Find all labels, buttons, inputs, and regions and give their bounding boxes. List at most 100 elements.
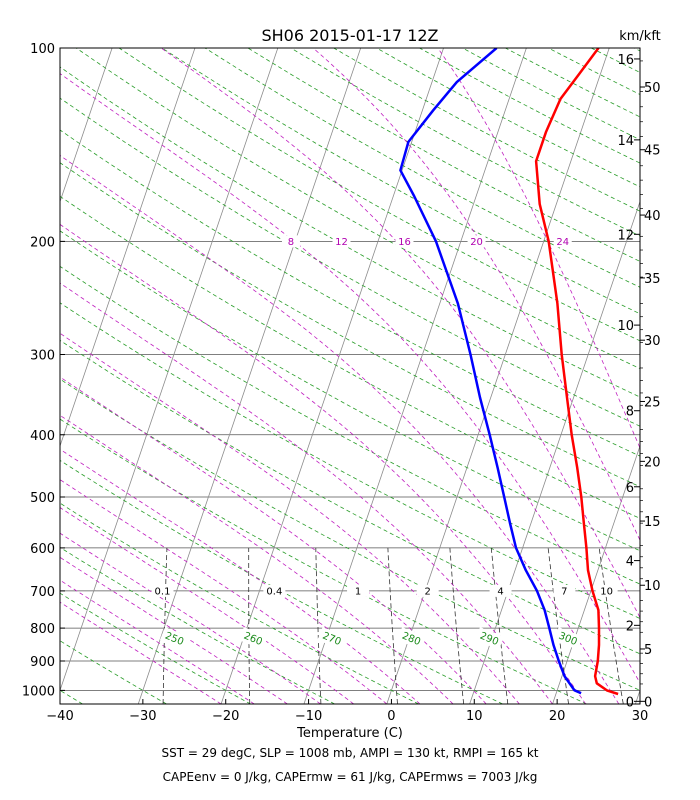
km-tick-label: 12 [617, 228, 634, 243]
dry-adiabat-label-bg [238, 627, 268, 650]
mixing-ratio-label-bg [553, 584, 576, 597]
dry-adiabat-line [60, 265, 640, 585]
x-tick-label: −20 [212, 709, 239, 724]
moist-adiabat-line [60, 601, 222, 704]
dry-adiabat-lines [60, 48, 640, 704]
mixing-ratio-label-bg [347, 584, 370, 597]
note-line-1: SST = 29 degC, SLP = 1008 mb, AMPI = 130… [161, 746, 538, 760]
dewpoint-profile-line [399, 48, 582, 695]
x-tick-label: 30 [632, 709, 649, 724]
moist-adiabat-line [60, 73, 640, 684]
sounding-series [399, 48, 619, 696]
y-tick-label: 600 [30, 542, 55, 557]
moist-adiabat-line [60, 154, 620, 704]
mixing-ratio-label-bg [263, 584, 286, 597]
y-tick-label: 200 [30, 235, 55, 250]
kft-tick-label: 0 [644, 695, 652, 710]
km-tick-label: 4 [626, 555, 634, 570]
dry-adiabat-line [60, 162, 640, 488]
y-tick-label: 900 [30, 655, 55, 670]
moist-adiabat-label-bg [332, 235, 351, 248]
y-tick-label: 300 [30, 348, 55, 363]
isotherm-line [137, 48, 362, 704]
moist-adiabat-line [60, 414, 454, 704]
isotherm-line [552, 444, 640, 704]
kft-tick-label: 25 [644, 395, 661, 410]
dry-adiabat-line [60, 195, 640, 519]
dry-adiabat-label-bg [317, 627, 347, 650]
x-tick-label: −30 [129, 709, 156, 724]
kft-tick-label: 45 [644, 144, 661, 159]
moist-adiabat-line [60, 282, 553, 704]
moist-adiabat-line [60, 223, 587, 704]
dry-adiabat-line [118, 48, 640, 342]
moist-adiabat-line [160, 48, 640, 619]
y-tick-label: 500 [30, 491, 55, 506]
y-tick-label: 400 [30, 429, 55, 444]
x-tick-label: 0 [387, 709, 395, 724]
y-tick-label: 700 [30, 585, 55, 600]
mixing-ratio-label: 1 [355, 586, 361, 597]
dry-adiabat-line [60, 502, 419, 704]
moist-adiabat-line [60, 332, 520, 704]
isotherm-line [60, 48, 113, 203]
right-axis-label: km/kft [619, 29, 661, 44]
x-tick-label: 20 [549, 709, 566, 724]
mixing-ratio-label-bg [416, 584, 439, 597]
y-tick-label: 100 [30, 42, 55, 57]
mixing-ratio-label: 0.1 [155, 586, 171, 597]
kft-tick-label: 15 [644, 515, 661, 530]
dry-adiabat-line [60, 459, 503, 704]
dry-adiabat-line [60, 302, 640, 619]
km-tick-label: 0 [626, 695, 634, 710]
mixing-ratio-label-bg [595, 584, 618, 597]
chart-title: SH06 2015-01-17 12Z [261, 26, 438, 45]
isotherm-line [60, 48, 196, 448]
mixing-ratio-line [598, 547, 624, 704]
mixing-ratio-label: 2 [424, 586, 430, 597]
x-tick-label: −10 [295, 709, 322, 724]
moist-adiabat-line [312, 48, 640, 542]
moist-adiabat-label: 20 [470, 237, 483, 248]
temperature-profile-line [534, 48, 619, 696]
moist-adiabat-label: 8 [288, 237, 294, 248]
moist-adiabat-label-bg [395, 235, 414, 248]
x-tick-label: 10 [466, 709, 483, 724]
moist-adiabat-label: 12 [335, 237, 348, 248]
moist-adiabat-label: 16 [398, 237, 411, 248]
moist-adiabat-line [60, 376, 487, 704]
km-tick-label: 8 [626, 405, 634, 420]
km-tick-label: 14 [617, 134, 634, 149]
kft-tick-label: 40 [644, 209, 661, 224]
moist-adiabat-line [60, 579, 255, 704]
dry-adiabat-line [60, 418, 587, 704]
isotherm-line [60, 48, 279, 692]
y-tick-label: 1000 [22, 684, 55, 699]
kft-tick-label: 5 [644, 643, 652, 658]
moist-adiabat-label: 24 [556, 237, 569, 248]
y-tick-label: 800 [30, 622, 55, 637]
kft-tick-label: 35 [644, 272, 661, 287]
mixing-ratio-label: 4 [497, 586, 503, 597]
dry-adiabat-line [60, 592, 251, 704]
dry-adiabat-line [161, 48, 640, 315]
axes: −40 −30 −20 −10 0 10 20 30100200300400500600700… [22, 42, 661, 724]
mixing-ratio-line [449, 547, 464, 704]
mixing-ratio-line [315, 547, 322, 704]
mixing-ratio-label: 0.4 [266, 586, 282, 597]
dry-adiabat-label-bg [553, 627, 583, 650]
dry-adiabat-label-bg [159, 627, 190, 650]
dry-adiabat-line [60, 97, 640, 427]
x-axis-label: Temperature (C) [296, 726, 403, 741]
kft-tick-label: 50 [644, 81, 661, 96]
moist-adiabat-line [60, 507, 354, 704]
moist-adiabat-line [60, 448, 421, 704]
dry-adiabat-label-bg [396, 627, 427, 650]
kft-tick-label: 10 [644, 579, 661, 594]
mixing-ratio-label: 10 [600, 586, 613, 597]
mixing-ratio-label-bg [151, 584, 174, 597]
isotherm-line [220, 48, 444, 704]
moist-adiabat-label-bg [281, 235, 300, 248]
